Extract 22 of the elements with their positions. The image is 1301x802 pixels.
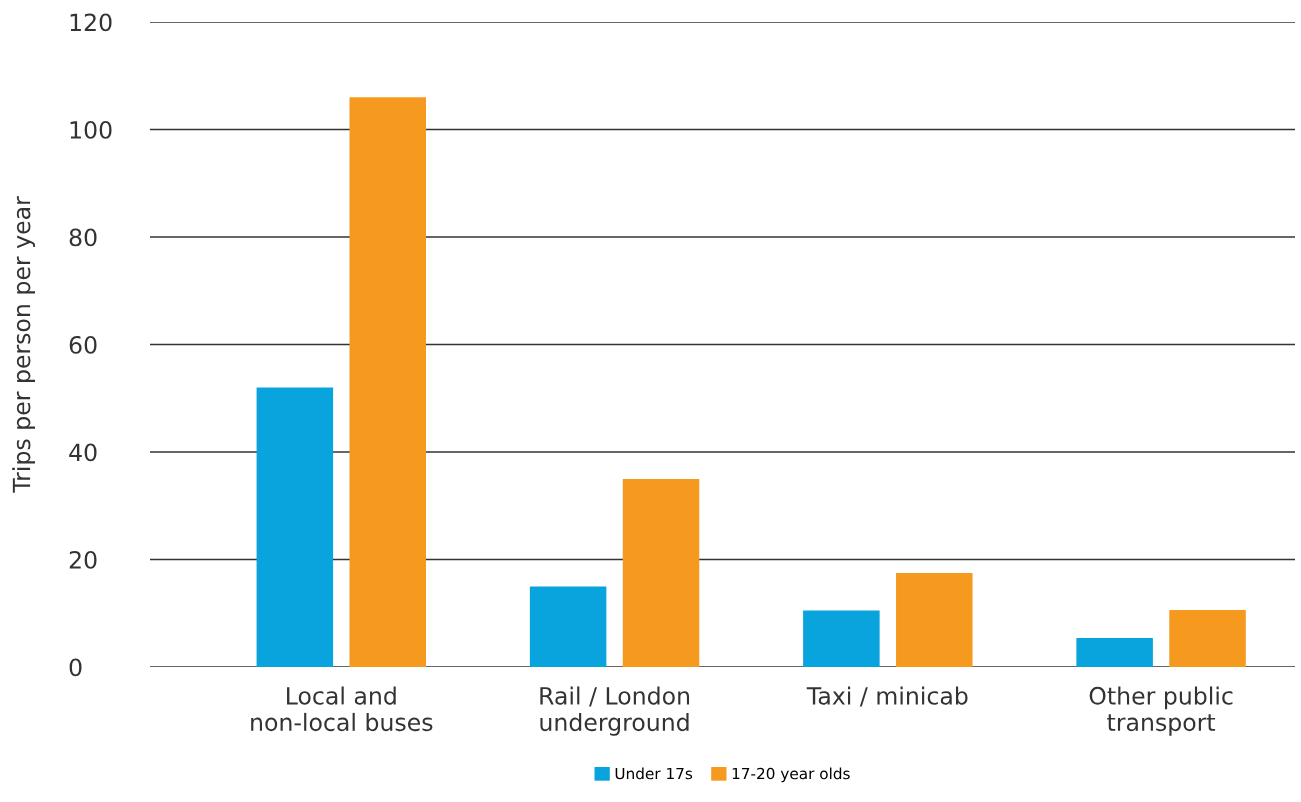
bar	[1076, 637, 1153, 667]
y-tick-label: 80	[69, 228, 97, 247]
y-tick-label: 40	[69, 443, 97, 462]
y-tick-label: 100	[70, 120, 112, 139]
y-tick-label: 120	[70, 13, 112, 32]
legend-label: 17-20 year olds	[732, 767, 850, 783]
bar	[1169, 610, 1246, 667]
y-axis-title: Trips per person per year	[12, 196, 35, 493]
bar	[622, 478, 700, 667]
x-tick-label: Taxi / minicab	[806, 686, 968, 707]
x-tick-label: Other public transport	[1089, 686, 1233, 736]
bar	[803, 610, 880, 667]
y-tick-label: 60	[69, 335, 97, 354]
x-tick-label: Rail / London underground	[540, 686, 690, 736]
bar	[349, 97, 426, 667]
y-tick-label: 20	[69, 550, 97, 569]
bar	[896, 572, 973, 667]
x-tick-label: Local and non-local buses	[251, 686, 433, 732]
bar	[256, 387, 334, 667]
bar	[529, 586, 607, 667]
legend-label: Under 17s	[615, 767, 693, 780]
y-tick-label: 0	[69, 658, 82, 677]
